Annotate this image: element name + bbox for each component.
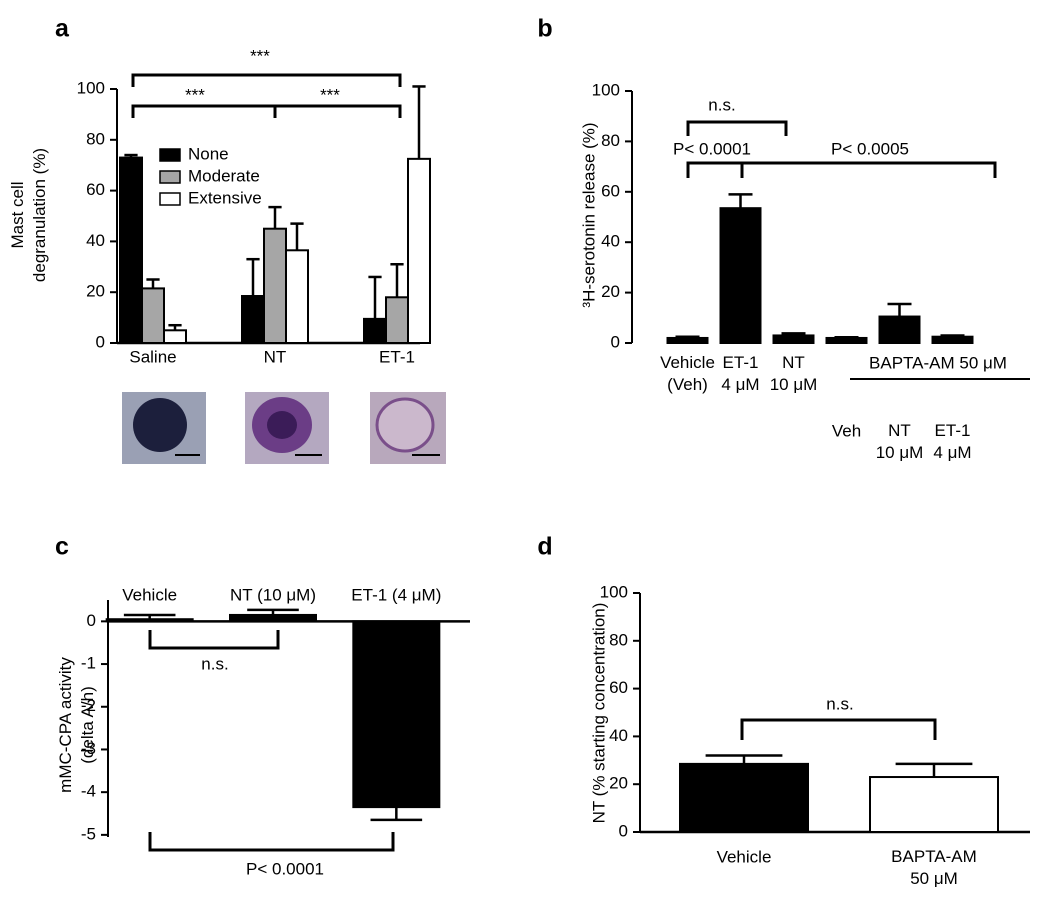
x-tick-label: NT <box>264 347 287 366</box>
y-tick-label: 60 <box>601 181 620 200</box>
y-tick-label: 0 <box>96 332 105 351</box>
bracket <box>740 718 937 740</box>
y-tick-label: 0 <box>619 821 628 840</box>
y-tick-label: -2 <box>81 696 96 715</box>
bar <box>772 334 815 345</box>
annotation: n.s. <box>708 95 735 114</box>
annotation: P< 0.0001 <box>246 859 324 878</box>
x-tick-label: Saline <box>129 347 176 366</box>
bracket <box>131 73 402 87</box>
x-tick-label: Vehicle <box>122 585 177 604</box>
y-tick-label: 20 <box>86 282 105 301</box>
annotation: n.s. <box>826 694 853 713</box>
bar <box>105 618 194 623</box>
legend-swatch <box>159 148 181 162</box>
y-tick-label: 40 <box>609 726 628 745</box>
x-tick-label: ET-1 4 μM <box>721 353 759 394</box>
panel-label: c <box>55 533 69 561</box>
annotation: *** <box>320 85 340 104</box>
bar <box>285 249 309 344</box>
y-tick-label: 80 <box>601 131 620 150</box>
x-tick-label: Veh <box>832 421 861 440</box>
micrograph <box>370 392 446 464</box>
x-tick-label: Vehicle (Veh) <box>660 353 715 394</box>
annotation: *** <box>185 85 205 104</box>
bar <box>719 207 762 344</box>
annotation: P< 0.0001 <box>673 139 751 158</box>
y-tick-label: 100 <box>77 78 105 97</box>
legend-label: None <box>188 144 229 163</box>
annotation: *** <box>250 46 270 65</box>
bar <box>263 227 287 344</box>
panel-label: d <box>537 533 552 561</box>
bar <box>241 295 265 345</box>
legend-label: Extensive <box>188 188 262 207</box>
y-tick-label: 80 <box>86 129 105 148</box>
group-label: BAPTA-AM 50 μM <box>869 353 1007 372</box>
x-tick-label: ET-1 <box>379 347 415 366</box>
x-tick-label: ET-1 (4 μM) <box>351 585 441 604</box>
bar <box>385 296 409 344</box>
panel-label: a <box>55 15 70 43</box>
x-tick-label: NT 10 μM <box>876 421 924 462</box>
y-tick-label: -3 <box>81 739 96 758</box>
micrograph <box>245 392 329 464</box>
y-tick-label: 20 <box>601 282 620 301</box>
x-tick-label: BAPTA-AM 50 μM <box>891 847 977 888</box>
x-tick-label: Vehicle <box>717 847 772 866</box>
y-tick-label: 20 <box>609 774 628 793</box>
bar <box>407 157 431 344</box>
bar <box>352 620 441 809</box>
annotation: P< 0.0005 <box>831 139 909 158</box>
bar <box>679 762 809 834</box>
bracket <box>131 104 402 118</box>
y-tick-label: -5 <box>81 824 96 843</box>
bar <box>878 315 921 345</box>
y-axis-label: Mast cell degranulation (%) <box>8 148 49 282</box>
bracket <box>148 832 395 852</box>
y-tick-label: 100 <box>592 80 620 99</box>
bracket <box>686 161 997 178</box>
bar <box>666 336 709 344</box>
y-axis-label: mMC-CPA activity (delta A/h) <box>56 657 97 793</box>
annotation: n.s. <box>201 654 228 673</box>
x-tick-label: NT 10 μM <box>770 353 818 394</box>
legend-label: Moderate <box>188 166 260 185</box>
y-axis-label: ³H-serotonin release (%) <box>579 122 598 307</box>
y-tick-label: 100 <box>600 582 628 601</box>
x-tick-label: ET-1 4 μM <box>933 421 971 462</box>
bracket <box>686 120 788 136</box>
bar <box>825 336 868 344</box>
y-tick-label: 40 <box>601 232 620 251</box>
y-axis-label: NT (% starting concentration) <box>589 603 608 824</box>
y-tick-label: 60 <box>609 678 628 697</box>
y-tick-label: -1 <box>81 654 96 673</box>
bar <box>119 156 143 344</box>
y-tick-label: 60 <box>86 180 105 199</box>
legend-swatch <box>159 170 181 184</box>
bar <box>229 613 317 623</box>
y-tick-label: 40 <box>86 231 105 250</box>
y-tick-label: -4 <box>81 782 96 801</box>
micrograph <box>122 392 206 464</box>
bracket <box>148 630 280 650</box>
panel-label: b <box>537 15 552 43</box>
y-tick-label: 0 <box>87 611 96 630</box>
bar <box>163 329 187 344</box>
y-tick-label: 80 <box>609 630 628 649</box>
y-tick-label: 0 <box>611 332 620 351</box>
bar <box>141 287 165 345</box>
legend-swatch <box>159 192 181 206</box>
bar <box>931 335 974 345</box>
bar <box>869 776 999 834</box>
bar <box>363 317 387 344</box>
x-tick-label: NT (10 μM) <box>230 585 316 604</box>
